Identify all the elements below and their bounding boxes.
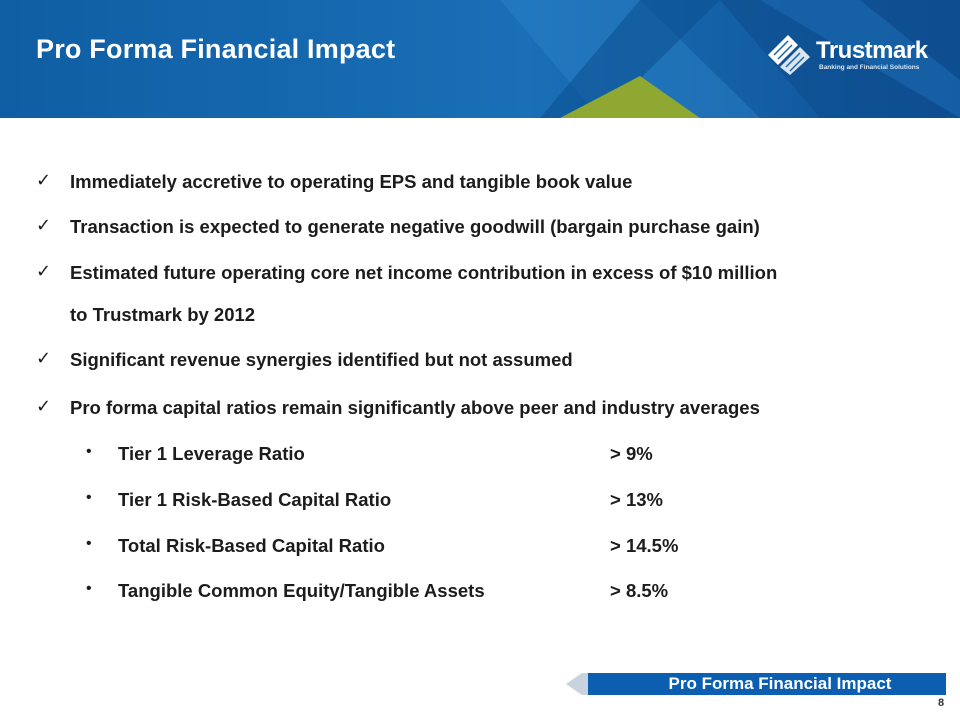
checkmark-icon: ✓ xyxy=(36,170,52,190)
bullet-dot-icon: • xyxy=(86,580,92,597)
ratio-label: Tier 1 Risk-Based Capital Ratio xyxy=(118,489,392,510)
bullet-dot-icon: • xyxy=(86,489,92,506)
checkmark-icon: ✓ xyxy=(36,261,52,281)
footer-tab-shape xyxy=(566,673,946,695)
logo-tagline: Banking and Financial Solutions xyxy=(819,64,920,71)
ratio-label: Tangible Common Equity/Tangible Assets xyxy=(118,580,485,601)
checkmark-icon: ✓ xyxy=(36,348,52,368)
checkmark-icon: ✓ xyxy=(36,215,52,235)
trustmark-emblem-icon xyxy=(768,35,810,75)
footer-label: Pro Forma Financial Impact xyxy=(668,674,892,693)
ratio-label: Tier 1 Leverage Ratio xyxy=(118,443,305,464)
bullet-text: Transaction is expected to generate nega… xyxy=(70,216,760,237)
checkmark-icon: ✓ xyxy=(36,396,52,416)
ratio-value: > 9% xyxy=(610,443,653,464)
page-title: Pro Forma Financial Impact xyxy=(36,34,396,64)
ratio-value: > 8.5% xyxy=(610,580,669,601)
bullet-text: Estimated future operating core net inco… xyxy=(70,262,778,283)
bullet-text: Immediately accretive to operating EPS a… xyxy=(70,171,633,192)
bullet-dot-icon: • xyxy=(86,535,92,552)
bullet-text: Pro forma capital ratios remain signific… xyxy=(70,397,760,418)
logo-wordmark: Trustmark xyxy=(816,37,928,64)
bullet-text: Significant revenue synergies identified… xyxy=(70,349,573,370)
bullet-continuation: to Trustmark by 2012 xyxy=(70,304,256,325)
ratio-label: Total Risk-Based Capital Ratio xyxy=(118,535,385,556)
bullet-dot-icon: • xyxy=(86,443,92,460)
trustmark-logo: Trustmark Banking and Financial Solution… xyxy=(766,33,941,75)
ratio-value: > 13% xyxy=(610,489,663,510)
header-banner: Pro Forma Financial Impact Trustmark Ban… xyxy=(0,0,960,118)
page-number: 8 xyxy=(938,697,945,709)
footer-section-tab: Pro Forma Financial Impact xyxy=(566,671,946,697)
ratio-value: > 14.5% xyxy=(610,535,679,556)
